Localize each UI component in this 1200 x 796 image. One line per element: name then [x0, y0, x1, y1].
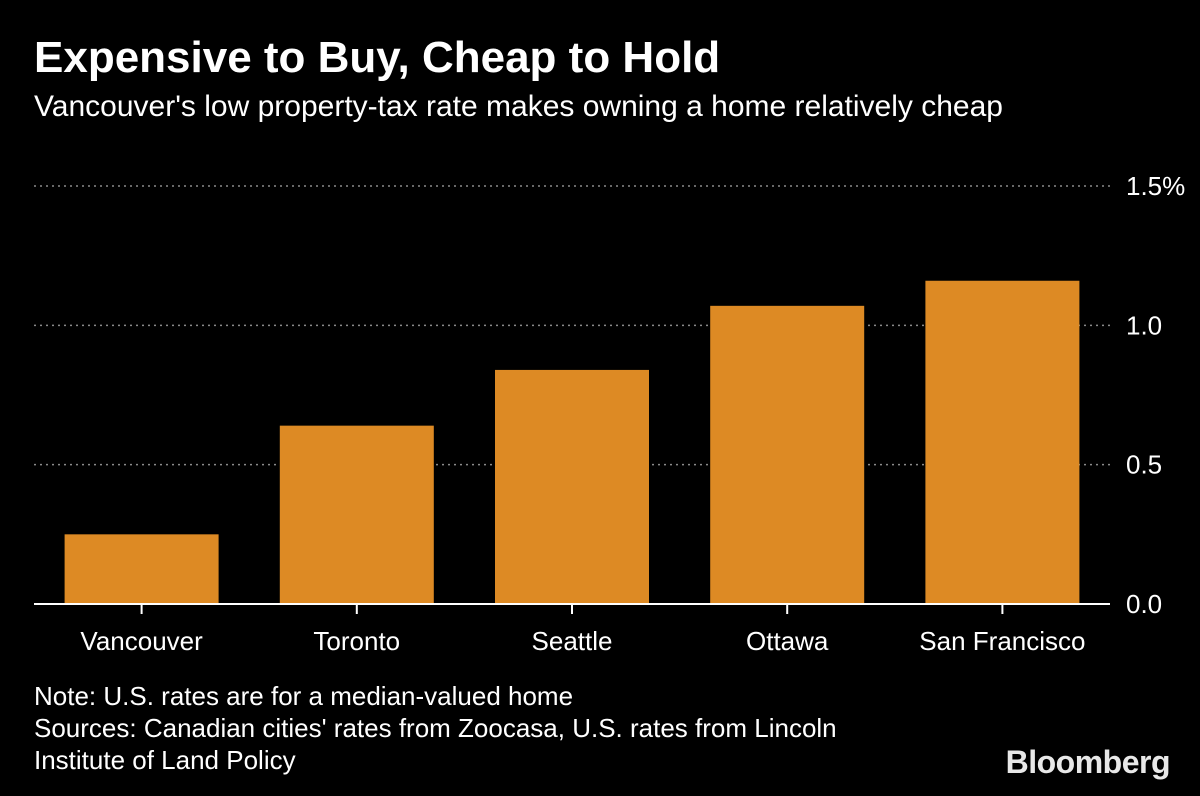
- y-tick-label: 0.5: [1126, 450, 1162, 480]
- bar: [710, 305, 865, 604]
- x-tick-label: Seattle: [532, 626, 613, 656]
- chart-subtitle: Vancouver's low property-tax rate makes …: [34, 90, 1003, 123]
- bar: [495, 369, 649, 604]
- sources-text-line1: Sources: Canadian cities' rates from Zoo…: [34, 713, 837, 743]
- x-tick-label: Toronto: [313, 626, 400, 656]
- bar: [279, 425, 434, 604]
- note-text: Note: U.S. rates are for a median-valued…: [34, 681, 574, 711]
- chart-title: Expensive to Buy, Cheap to Hold: [34, 33, 721, 82]
- x-tick-label: Vancouver: [80, 626, 203, 656]
- bloomberg-logo: Bloomberg: [1005, 744, 1171, 780]
- y-tick-label: 0.0: [1126, 589, 1162, 619]
- sources-text-line2: Institute of Land Policy: [34, 745, 296, 775]
- bar: [925, 280, 1080, 604]
- y-tick-label: 1.0: [1126, 310, 1162, 340]
- bar: [64, 534, 219, 604]
- x-tick-label: Ottawa: [746, 626, 829, 656]
- chart-notes: Note: U.S. rates are for a median-valued…: [34, 680, 837, 776]
- y-tick-label: 1.5%: [1126, 171, 1185, 201]
- x-tick-label: San Francisco: [919, 626, 1085, 656]
